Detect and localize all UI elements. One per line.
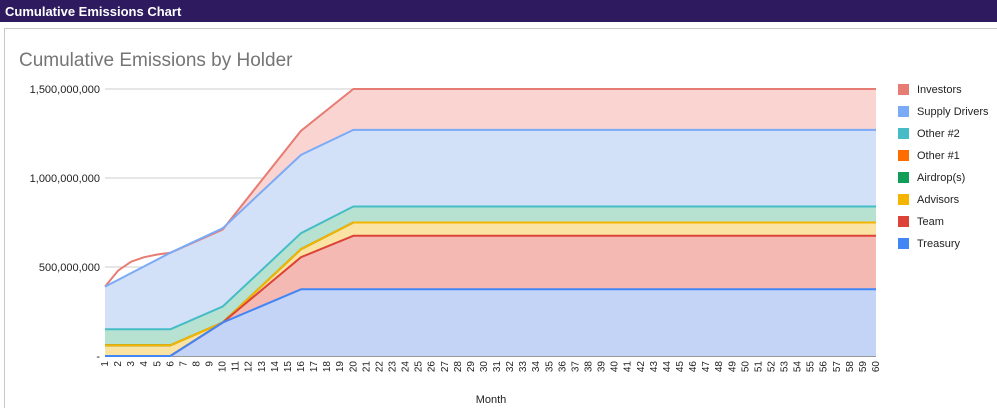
x-tick-label: 11 bbox=[231, 361, 242, 372]
legend-label: Other #2 bbox=[917, 128, 960, 140]
x-tick-label: 12 bbox=[244, 361, 255, 373]
x-tick-label: 15 bbox=[283, 361, 294, 373]
x-tick-label: 7 bbox=[178, 361, 189, 367]
legend-label: Treasury bbox=[917, 238, 960, 250]
x-tick-label: 22 bbox=[374, 361, 385, 373]
x-tick-label: 57 bbox=[832, 361, 843, 373]
x-tick-label: 44 bbox=[662, 361, 673, 373]
x-tick-label: 31 bbox=[492, 361, 503, 373]
x-tick-label: 30 bbox=[479, 361, 490, 373]
legend-swatch bbox=[898, 216, 909, 227]
legend-label: Advisors bbox=[917, 194, 960, 206]
x-tick-label: 18 bbox=[322, 361, 333, 373]
x-tick-label: 58 bbox=[845, 361, 856, 373]
chart-title: Cumulative Emissions by Holder bbox=[19, 50, 293, 71]
legend-swatch bbox=[898, 106, 909, 117]
legend-swatch bbox=[898, 238, 909, 249]
x-tick-label: 49 bbox=[727, 361, 738, 373]
legend-swatch bbox=[898, 84, 909, 95]
area-advisors bbox=[105, 222, 876, 356]
legend-swatch bbox=[898, 150, 909, 161]
x-tick-label: 52 bbox=[766, 361, 777, 373]
x-tick-label: 2 bbox=[113, 361, 124, 367]
x-tick-label: 1 bbox=[100, 361, 111, 367]
y-tick-label: - bbox=[96, 351, 100, 363]
x-tick-label: 54 bbox=[793, 361, 804, 373]
x-tick-label: 60 bbox=[871, 361, 882, 373]
x-tick-label: 26 bbox=[427, 361, 438, 373]
x-tick-label: 56 bbox=[819, 361, 830, 373]
x-tick-label: 45 bbox=[675, 361, 686, 373]
x-tick-label: 51 bbox=[753, 361, 764, 373]
x-tick-label: 4 bbox=[139, 361, 150, 367]
line-investors bbox=[104, 88, 876, 288]
legend-swatch bbox=[898, 194, 909, 205]
x-tick-label: 8 bbox=[191, 361, 202, 367]
x-tick-label: 53 bbox=[780, 361, 791, 373]
x-tick-label: 55 bbox=[806, 361, 817, 373]
y-tick-label: 500,000,000 bbox=[39, 262, 100, 274]
x-tick-label: 43 bbox=[649, 361, 660, 373]
legend-swatch bbox=[898, 128, 909, 139]
x-tick-label: 36 bbox=[557, 361, 568, 373]
x-tick-label: 35 bbox=[544, 361, 555, 373]
window-title: Cumulative Emissions Chart bbox=[5, 4, 182, 19]
x-tick-label: 27 bbox=[440, 361, 451, 373]
x-tick-label: 13 bbox=[257, 361, 268, 373]
area-investors bbox=[105, 89, 876, 287]
x-tick-label: 25 bbox=[414, 361, 425, 373]
window-header: Cumulative Emissions Chart bbox=[0, 0, 997, 22]
x-tick-label: 46 bbox=[688, 361, 699, 373]
area-treasury bbox=[105, 289, 876, 356]
legend-label: Team bbox=[917, 216, 944, 228]
x-tick-label: 19 bbox=[335, 361, 346, 373]
legend-label: Airdrop(s) bbox=[917, 172, 965, 184]
area-other-2 bbox=[105, 206, 876, 346]
x-axis-label: Month bbox=[476, 394, 507, 406]
x-tick-label: 3 bbox=[126, 361, 137, 367]
chart-panel: Cumulative Emissions by Holder - 500,000,… bbox=[4, 28, 997, 408]
x-tick-label: 14 bbox=[270, 361, 281, 373]
x-tick-label: 42 bbox=[636, 361, 647, 373]
x-tick-label: 17 bbox=[309, 361, 320, 373]
y-tick-label: 1,000,000,000 bbox=[30, 173, 100, 185]
x-tick-label: 9 bbox=[205, 361, 216, 367]
legend-label: Supply Drivers bbox=[917, 106, 989, 118]
x-tick-label: 37 bbox=[570, 361, 581, 373]
x-tick-label: 28 bbox=[453, 361, 464, 373]
x-tick-label: 59 bbox=[858, 361, 869, 373]
y-tick-label: 1,500,000,000 bbox=[30, 84, 100, 96]
line-treasury bbox=[105, 288, 876, 357]
area-team bbox=[105, 235, 876, 356]
x-tick-label: 29 bbox=[466, 361, 477, 373]
x-tick-label: 47 bbox=[701, 361, 712, 373]
x-tick-label: 50 bbox=[740, 361, 751, 373]
line-other-2 bbox=[105, 205, 876, 331]
x-tick-label: 10 bbox=[218, 361, 229, 373]
x-tick-label: 34 bbox=[531, 361, 542, 373]
x-tick-label: 16 bbox=[296, 361, 307, 373]
legend-label: Investors bbox=[917, 84, 962, 96]
x-tick-label: 41 bbox=[623, 361, 634, 373]
line-advisors bbox=[105, 221, 876, 347]
x-tick-label: 24 bbox=[401, 361, 412, 373]
x-tick-label: 33 bbox=[518, 361, 529, 373]
x-tick-label: 5 bbox=[152, 361, 163, 367]
legend-swatch bbox=[898, 172, 909, 183]
emissions-chart: Cumulative Emissions by Holder - 500,000,… bbox=[19, 50, 989, 406]
x-tick-label: 6 bbox=[165, 361, 176, 367]
x-tick-label: 39 bbox=[597, 361, 608, 373]
legend-label: Other #1 bbox=[917, 150, 960, 162]
area-supply-drivers bbox=[105, 129, 876, 330]
line-supply-drivers bbox=[104, 128, 876, 288]
x-tick-label: 23 bbox=[387, 361, 398, 373]
x-tick-label: 40 bbox=[610, 361, 621, 373]
x-tick-label: 32 bbox=[505, 361, 516, 373]
x-tick-label: 21 bbox=[361, 361, 372, 373]
x-tick-label: 20 bbox=[348, 361, 359, 373]
x-tick-label: 38 bbox=[584, 361, 595, 373]
x-tick-label: 48 bbox=[714, 361, 725, 373]
